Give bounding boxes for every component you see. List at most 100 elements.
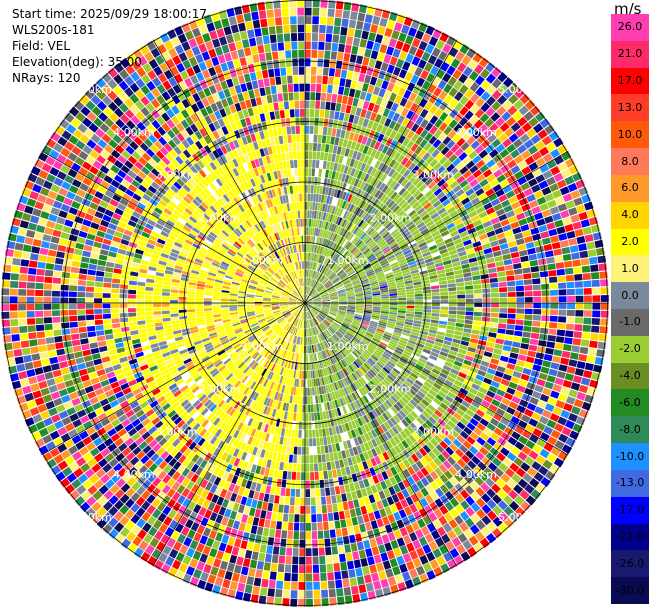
- velocity-gate: [362, 513, 370, 523]
- velocity-gate: [311, 291, 318, 298]
- velocity-gate: [410, 269, 419, 275]
- velocity-gate: [316, 75, 322, 84]
- velocity-gate: [574, 273, 583, 281]
- velocity-gate: [389, 159, 397, 168]
- velocity-gate: [308, 176, 312, 185]
- velocity-gate: [428, 135, 438, 145]
- velocity-gate: [364, 294, 372, 297]
- velocity-gate: [418, 224, 427, 232]
- velocity-gate: [440, 299, 449, 303]
- velocity-gate: [389, 56, 398, 66]
- velocity-gate: [554, 377, 564, 386]
- velocity-gate: [354, 264, 362, 271]
- velocity-gate: [328, 272, 335, 279]
- velocity-gate: [313, 299, 322, 302]
- velocity-gate: [513, 336, 522, 343]
- velocity-gate: [363, 539, 371, 549]
- velocity-gate: [534, 190, 544, 199]
- velocity-gate: [396, 555, 405, 566]
- velocity-gate: [339, 78, 346, 87]
- velocity-gate: [306, 582, 313, 590]
- velocity-gate: [387, 110, 396, 120]
- velocity-gate: [305, 295, 309, 303]
- velocity-gate: [348, 131, 355, 141]
- velocity-gate: [330, 274, 337, 281]
- velocity-gate: [246, 576, 255, 586]
- velocity-gate: [307, 286, 310, 295]
- velocity-gate: [565, 396, 576, 405]
- velocity-gate: [315, 497, 321, 506]
- velocity-gate: [305, 235, 307, 244]
- velocity-gate: [396, 105, 404, 115]
- velocity-gate: [438, 276, 447, 282]
- velocity-gate: [456, 246, 466, 253]
- velocity-gate: [453, 123, 463, 133]
- velocity-gate: [488, 267, 497, 274]
- velocity-gate: [416, 260, 426, 266]
- velocity-gate: [360, 278, 369, 283]
- velocity-gate: [339, 299, 347, 302]
- velocity-gate: [316, 412, 321, 421]
- velocity-gate: [377, 171, 384, 180]
- velocity-gate: [330, 223, 335, 232]
- velocity-gate: [495, 117, 505, 127]
- velocity-gate: [472, 155, 482, 164]
- velocity-gate: [392, 205, 400, 213]
- velocity-gate: [434, 58, 444, 69]
- velocity-gate: [572, 221, 582, 230]
- velocity-gate: [544, 124, 555, 135]
- velocity-gate: [324, 50, 331, 59]
- velocity-gate: [406, 303, 415, 306]
- velocity-gate: [475, 86, 486, 97]
- velocity-gate: [355, 292, 364, 295]
- velocity-gate: [447, 245, 456, 252]
- velocity-gate: [384, 27, 393, 38]
- velocity-gate: [388, 283, 397, 288]
- velocity-gate: [182, 573, 192, 584]
- velocity-gate: [449, 167, 459, 177]
- velocity-gate: [483, 202, 493, 211]
- velocity-gate: [413, 232, 422, 240]
- velocity-gate: [344, 509, 351, 519]
- velocity-gate: [332, 277, 339, 283]
- velocity-gate: [384, 209, 392, 217]
- velocity-gate: [536, 378, 546, 387]
- velocity-gate: [315, 168, 319, 177]
- velocity-gate: [572, 338, 582, 346]
- velocity-gate: [479, 113, 490, 123]
- velocity-gate: [359, 243, 366, 251]
- velocity-gate: [523, 139, 534, 149]
- velocity-gate: [394, 574, 404, 584]
- velocity-gate: [371, 287, 380, 291]
- velocity-gate: [340, 129, 346, 139]
- velocity-gate: [436, 142, 446, 152]
- velocity-gate: [446, 275, 455, 280]
- velocity-gate: [475, 97, 485, 108]
- velocity-gate: [339, 199, 344, 208]
- velocity-gate: [547, 199, 557, 209]
- velocity-gate: [338, 511, 345, 520]
- velocity-gate: [342, 535, 350, 545]
- velocity-gate: [419, 98, 428, 108]
- velocity-gate: [384, 542, 393, 552]
- velocity-gate: [335, 180, 341, 190]
- velocity-gate: [490, 198, 501, 207]
- velocity-gate: [330, 262, 336, 270]
- velocity-gate: [548, 276, 558, 283]
- velocity-gate: [385, 568, 394, 578]
- velocity-gate: [463, 328, 472, 334]
- velocity-gate: [377, 274, 385, 280]
- velocity-gate: [393, 271, 402, 277]
- velocity-gate: [345, 518, 353, 527]
- velocity-gate: [360, 65, 368, 74]
- velocity-gate: [280, 487, 286, 496]
- velocity-gate: [379, 193, 387, 202]
- velocity-gate: [319, 564, 327, 573]
- velocity-gate: [425, 44, 435, 54]
- velocity-gate: [348, 19, 357, 29]
- velocity-gate: [311, 505, 316, 514]
- velocity-gate: [363, 155, 370, 164]
- velocity-gate: [310, 290, 317, 297]
- velocity-gate: [332, 34, 340, 43]
- velocity-gate: [574, 368, 584, 377]
